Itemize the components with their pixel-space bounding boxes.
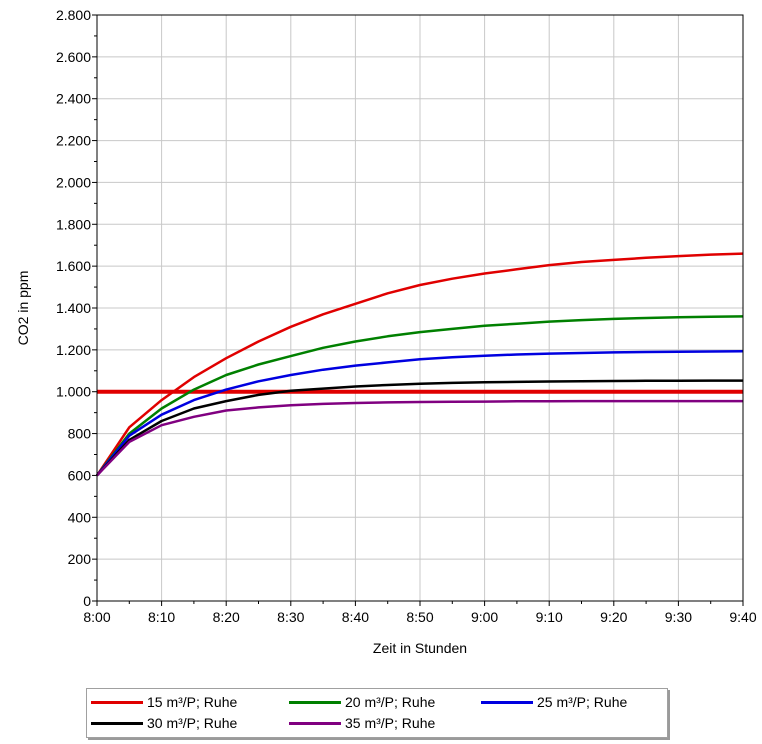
y-tick-label: 1.000 — [56, 384, 91, 400]
legend-swatch — [289, 721, 341, 725]
y-tick-label: 2.400 — [56, 91, 91, 107]
y-axis-ticks: 0 200 400 600 800 1.000 1.200 1.400 1.600 1.800 2.… — [56, 7, 97, 609]
legend-swatch — [91, 721, 143, 725]
legend-label: 35 m³/P; Ruhe — [345, 715, 436, 731]
x-tick-label: 9:20 — [600, 609, 627, 625]
x-tick-label: 8:20 — [213, 609, 240, 625]
x-tick-label: 8:00 — [83, 609, 110, 625]
legend-swatch — [289, 700, 341, 704]
y-tick-label: 2.200 — [56, 133, 91, 149]
legend-label: 25 m³/P; Ruhe — [537, 694, 628, 710]
series-line-3 — [96, 350, 744, 477]
y-tick-label: 600 — [68, 467, 92, 483]
x-tick-label: 9:10 — [536, 609, 563, 625]
x-tick-label: 9:40 — [729, 609, 756, 625]
x-tick-label: 9:00 — [471, 609, 498, 625]
x-axis-ticks: 8:00 8:10 8:20 8:30 8:40 8:50 9:00 9:10 9:20 9:30… — [83, 601, 757, 625]
series-line-1 — [95, 252, 744, 477]
legend-swatch — [91, 700, 143, 704]
legend-label: 30 m³/P; Ruhe — [147, 715, 238, 731]
legend-swatch — [481, 700, 533, 704]
y-tick-label: 2.800 — [56, 7, 91, 23]
series-lines — [95, 252, 744, 477]
series-line-4 — [96, 379, 743, 477]
y-tick-label: 1.400 — [56, 300, 91, 316]
y-tick-label: 2.600 — [56, 49, 91, 65]
legend-label: 20 m³/P; Ruhe — [345, 694, 436, 710]
y-tick-label: 0 — [83, 593, 91, 609]
grid — [97, 14, 743, 601]
legend-item: 25 m³/P; Ruhe — [481, 692, 627, 712]
y-tick-label: 400 — [68, 509, 92, 525]
legend-item: 35 m³/P; Ruhe — [289, 713, 435, 733]
y-tick-label: 1.200 — [56, 342, 91, 358]
legend-label: 15 m³/P; Ruhe — [147, 694, 238, 710]
series-line-5 — [96, 399, 743, 477]
x-tick-label: 8:10 — [148, 609, 175, 625]
y-tick-label: 1.800 — [56, 216, 91, 232]
x-tick-label: 9:30 — [665, 609, 692, 625]
legend-item: 20 m³/P; Ruhe — [289, 692, 435, 712]
legend-item: 30 m³/P; Ruhe — [91, 713, 237, 733]
x-tick-label: 8:40 — [342, 609, 369, 625]
x-axis-title: Zeit in Stunden — [373, 640, 467, 656]
y-tick-label: 800 — [68, 426, 92, 442]
y-axis-title: CO2 in ppm — [15, 271, 31, 346]
y-tick-label: 2.000 — [56, 174, 91, 190]
legend-item: 15 m³/P; Ruhe — [91, 692, 237, 712]
y-tick-label: 200 — [68, 551, 92, 567]
series-line-2 — [96, 315, 744, 477]
x-tick-label: 8:30 — [277, 609, 304, 625]
y-tick-label: 1.600 — [56, 258, 91, 274]
x-tick-label: 8:50 — [406, 609, 433, 625]
legend: 15 m³/P; Ruhe 20 m³/P; Ruhe 25 m³/P; Ruhe 3… — [86, 688, 668, 738]
